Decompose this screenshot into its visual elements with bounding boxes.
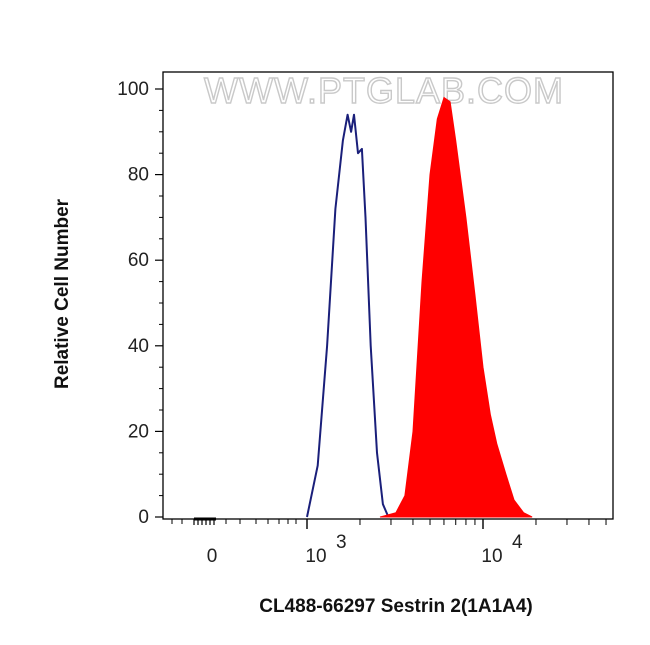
series-layer <box>306 96 533 518</box>
x-tick-label: 10 <box>481 546 502 567</box>
histogram-series-1 <box>379 96 533 518</box>
x-tick-label: 10 <box>305 546 326 567</box>
x-axis-title: CL488-66297 Sestrin 2(1A1A4) <box>259 596 533 617</box>
x-tick-exponent: 4 <box>512 532 523 553</box>
y-axis-title: Relative Cell Number <box>52 198 73 389</box>
watermark: WWW.PTGLAB.COM <box>203 69 564 111</box>
y-tick-label: 60 <box>128 250 149 271</box>
y-tick-label: 40 <box>128 336 149 357</box>
watermark-text: WWW.PTGLAB.COM <box>204 70 564 111</box>
axes: 0 20 40 60 80 100 0 10 3 10 4 <box>117 71 614 567</box>
y-tick-label: 0 <box>138 507 149 528</box>
y-tick-label: 100 <box>117 79 149 100</box>
plot-frame <box>162 71 614 520</box>
y-tick-label: 20 <box>128 421 149 442</box>
histogram-series-0 <box>306 113 390 518</box>
x-tick-exponent: 3 <box>336 532 347 553</box>
y-tick-label: 80 <box>128 165 149 186</box>
x-tick-label: 0 <box>207 546 218 567</box>
